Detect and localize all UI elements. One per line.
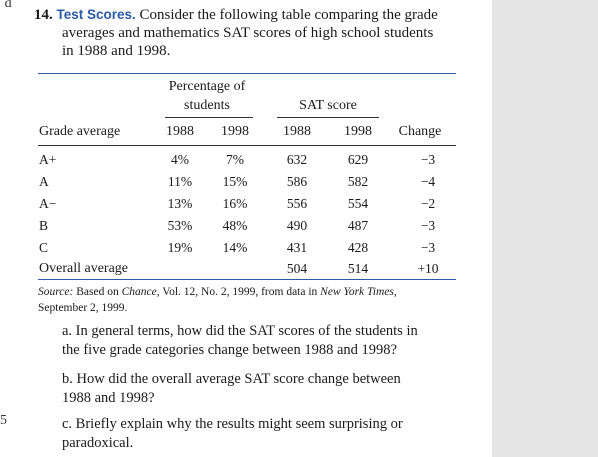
- problem-intro-line-3: in 1988 and 1998.: [62, 43, 171, 59]
- question-c: c. Briefly explain why the results might…: [62, 415, 472, 453]
- question-c-line-1: c. Briefly explain why the results might…: [62, 416, 403, 432]
- pct-group-header-line-1: Percentage of: [168, 79, 246, 94]
- cell-pct-1998: 48%: [222, 218, 248, 233]
- problem-statement: 14. Test Scores. Consider the following …: [34, 6, 484, 60]
- cell-sat-1988: 586: [286, 174, 308, 189]
- table-bottom-rule: [38, 279, 456, 280]
- question-b-line-2: 1988 and 1998?: [62, 390, 155, 406]
- cell-change: −3: [420, 218, 436, 233]
- cropped-text-fragment-top: ˆd: [0, 0, 12, 11]
- cell-sat-1998: 428: [347, 240, 369, 255]
- source-journal: Chance: [121, 286, 157, 298]
- cell-pct-1988: 11%: [167, 174, 193, 189]
- cell-pct-1988: 13%: [167, 196, 193, 211]
- cell-pct-1988: 53%: [167, 218, 193, 233]
- problem-intro-line-1: Consider the following table comparing t…: [139, 7, 438, 23]
- col-header-grade-average: Grade average: [39, 124, 121, 139]
- col-header-pct-1998: 1998: [221, 124, 249, 139]
- col-header-sat-1998: 1998: [344, 124, 372, 139]
- cell-sat-1998: 554: [347, 196, 369, 211]
- row-label: C: [39, 240, 49, 255]
- source-text: , Vol. 12, No. 2, 1999, from data in: [156, 286, 321, 298]
- question-a-line-2: the five grade categories change between…: [62, 342, 397, 358]
- cell-sat-1988: 490: [286, 218, 308, 233]
- cell-sat-1988: 431: [286, 240, 308, 255]
- col-header-change: Change: [398, 124, 442, 139]
- source-text: ,: [393, 286, 397, 298]
- cell-pct-1998: 15%: [222, 174, 248, 189]
- cell-pct-1998: 7%: [226, 152, 244, 167]
- cell-change: −4: [420, 174, 436, 189]
- overall-sat-1988: 504: [286, 261, 308, 276]
- cell-change: −2: [420, 196, 436, 211]
- problem-intro-line-2: averages and mathematics SAT scores of h…: [62, 25, 434, 41]
- pct-group-underline: [165, 117, 253, 118]
- cell-sat-1988: 632: [286, 152, 308, 167]
- sat-group-header: SAT score: [299, 98, 357, 113]
- question-c-line-2: paradoxical.: [62, 435, 134, 451]
- row-label: B: [39, 218, 49, 233]
- row-label: A: [39, 174, 49, 189]
- question-a-line-1: a. In general terms, how did the SAT sco…: [62, 323, 418, 339]
- problem-number: 14.: [34, 7, 53, 23]
- cell-pct-1988: 4%: [171, 152, 189, 167]
- source-newspaper: New York Times: [320, 286, 394, 298]
- cell-sat-1998: 487: [347, 218, 369, 233]
- cell-pct-1998: 16%: [222, 196, 248, 211]
- source-text: Based on: [73, 286, 122, 298]
- overall-change: +10: [417, 261, 439, 276]
- cell-change: −3: [420, 240, 436, 255]
- source-line-2: September 2, 1999.: [38, 302, 128, 314]
- pct-group-header-line-2: students: [184, 98, 230, 113]
- overall-sat-1998: 514: [347, 261, 369, 276]
- table-top-rule: [38, 73, 456, 74]
- right-gray-panel: [492, 0, 598, 457]
- cropped-text-fragment-bottom: 5: [0, 413, 7, 428]
- row-label: A+: [39, 152, 57, 167]
- cell-sat-1988: 556: [286, 196, 308, 211]
- source-label: Source:: [38, 286, 74, 298]
- row-label: A−: [39, 196, 57, 211]
- cell-change: −3: [420, 152, 436, 167]
- col-header-sat-1988: 1988: [283, 124, 311, 139]
- cell-sat-1998: 629: [347, 152, 369, 167]
- col-header-pct-1988: 1988: [166, 124, 194, 139]
- table-source-note: Source: Based on Chance, Vol. 12, No. 2,…: [38, 284, 478, 316]
- column-header-rule: [38, 145, 456, 146]
- sat-group-underline: [277, 117, 379, 118]
- cell-pct-1998: 14%: [222, 240, 248, 255]
- overall-average-label: Overall average: [39, 261, 128, 276]
- question-b: b. How did the overall average SAT score…: [62, 370, 472, 408]
- problem-title: Test Scores.: [56, 7, 136, 22]
- cell-pct-1988: 19%: [167, 240, 193, 255]
- question-b-line-1: b. How did the overall average SAT score…: [62, 371, 401, 387]
- question-a: a. In general terms, how did the SAT sco…: [62, 322, 472, 360]
- cell-sat-1998: 582: [347, 174, 369, 189]
